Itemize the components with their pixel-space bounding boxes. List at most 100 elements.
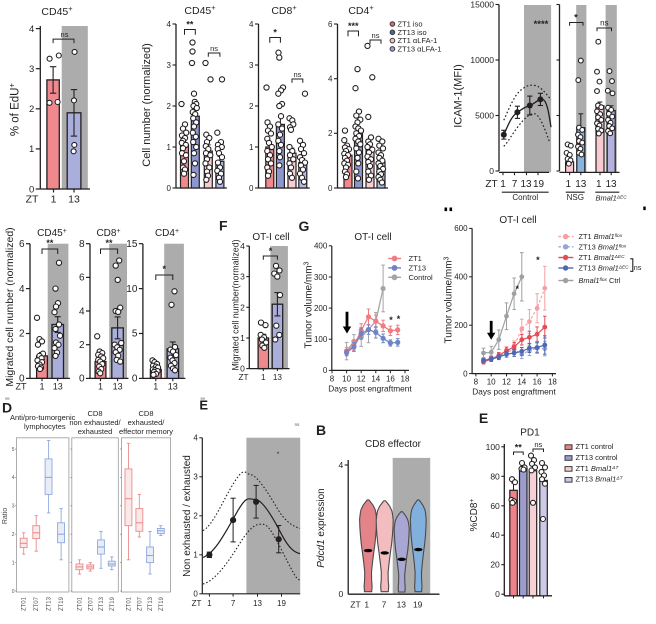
svg-text:ZT1 αLFA-1: ZT1 αLFA-1 — [398, 36, 438, 45]
svg-text:B: B — [316, 422, 326, 438]
svg-text:14: 14 — [371, 375, 380, 384]
svg-text:ZT13 iso: ZT13 iso — [398, 28, 427, 37]
svg-text:ns: ns — [534, 440, 542, 449]
svg-text:*: * — [574, 13, 578, 24]
svg-text:Migrated cell number (normaliz: Migrated cell number (normalized) — [4, 227, 16, 386]
svg-text:8: 8 — [474, 378, 479, 387]
svg-text:Pdcd1 expression: Pdcd1 expression — [316, 488, 327, 568]
svg-text:CD8: CD8 — [87, 409, 102, 418]
svg-text:ZT: ZT — [350, 600, 360, 610]
svg-text:CD45+: CD45+ — [41, 4, 72, 19]
svg-text:3: 3 — [249, 61, 254, 70]
svg-text:2: 2 — [193, 512, 198, 521]
svg-text:19: 19 — [413, 600, 423, 610]
svg-text:12: 12 — [502, 378, 511, 387]
svg-text:Non exhausted / exhausted: Non exhausted / exhausted — [182, 455, 193, 577]
svg-text:1: 1 — [240, 333, 245, 343]
svg-text:13: 13 — [397, 600, 407, 610]
svg-text:**: ** — [515, 443, 523, 453]
svg-text:CD8+: CD8+ — [271, 3, 296, 18]
svg-text:D: D — [2, 400, 12, 416]
svg-text:7: 7 — [512, 179, 518, 190]
svg-text:13: 13 — [253, 599, 262, 608]
svg-text:ZT13 Bmal1ΔT: ZT13 Bmal1ΔT — [576, 475, 624, 484]
svg-text:2: 2 — [328, 129, 333, 138]
svg-text:12: 12 — [357, 375, 366, 384]
svg-text:*: * — [269, 246, 273, 256]
svg-text:10: 10 — [487, 378, 496, 387]
svg-text:13: 13 — [575, 179, 587, 190]
svg-text:ns: ns — [600, 19, 608, 28]
svg-text:ZT: ZT — [238, 373, 248, 382]
svg-text:ZT13 αLFA-1: ZT13 αLFA-1 — [398, 45, 442, 54]
svg-text:Tumor volume/mm3: Tumor volume/mm3 — [443, 256, 455, 343]
svg-text:80: 80 — [490, 471, 500, 481]
svg-text:0: 0 — [240, 364, 245, 374]
svg-text:Migrated cell number(normalize: Migrated cell number(normalized) — [231, 239, 241, 370]
svg-text:CD4+: CD4+ — [348, 3, 373, 18]
svg-text:0: 0 — [249, 184, 254, 193]
svg-text:ZT19: ZT19 — [59, 596, 65, 611]
svg-text:ZT: ZT — [26, 194, 39, 206]
svg-text:CD4+: CD4+ — [155, 228, 179, 240]
svg-text:0: 0 — [463, 369, 468, 378]
svg-text:7: 7 — [231, 599, 236, 608]
svg-text:2: 2 — [167, 102, 172, 111]
svg-text:10: 10 — [342, 375, 351, 384]
svg-text:0: 0 — [167, 184, 172, 193]
svg-text:13: 13 — [53, 382, 63, 392]
svg-text:1: 1 — [12, 560, 15, 566]
svg-text:ZT1 Bmal1ΔEC: ZT1 Bmal1ΔEC — [579, 253, 626, 262]
svg-text:4: 4 — [79, 306, 85, 317]
svg-text:ns: ns — [372, 31, 380, 40]
svg-text:ZT01: ZT01 — [78, 596, 84, 611]
svg-text:8: 8 — [79, 239, 85, 250]
svg-text:4: 4 — [249, 20, 254, 29]
svg-text:Control: Control — [409, 273, 434, 282]
svg-text:non exhausted/: non exhausted/ — [69, 418, 121, 427]
svg-text:E: E — [479, 410, 488, 426]
svg-text:*: * — [277, 451, 280, 458]
svg-text:NSG: NSG — [567, 193, 584, 202]
svg-text:Anti/pro-tumorgenic: Anti/pro-tumorgenic — [10, 413, 76, 422]
svg-text:ZT13 Bmal1flox: ZT13 Bmal1flox — [579, 242, 627, 251]
svg-text:2: 2 — [29, 104, 34, 115]
svg-text:Control: Control — [512, 193, 538, 202]
svg-text:400: 400 — [314, 242, 328, 251]
svg-text:G: G — [299, 218, 310, 234]
svg-text:1: 1 — [153, 382, 158, 392]
svg-text:5: 5 — [12, 447, 15, 453]
svg-text:ZT13: ZT13 — [409, 264, 427, 273]
svg-text:exhausted: exhausted — [78, 427, 113, 436]
svg-text:ZT13: ZT13 — [148, 596, 154, 611]
svg-text:0: 0 — [132, 374, 138, 385]
svg-text:0: 0 — [489, 166, 494, 176]
svg-text:13: 13 — [168, 382, 178, 392]
svg-text:ns: ns — [210, 44, 218, 53]
svg-text:*: * — [273, 27, 277, 37]
svg-text:Days post engraftment: Days post engraftment — [328, 384, 412, 394]
svg-text:ZT07: ZT07 — [34, 596, 40, 611]
svg-text:CD8+: CD8+ — [96, 228, 120, 240]
svg-text:Tumor volume/mm3: Tumor volume/mm3 — [303, 261, 315, 348]
svg-text:0: 0 — [29, 184, 34, 195]
svg-text:ZT13: ZT13 — [99, 596, 105, 611]
svg-text:4: 4 — [328, 74, 333, 83]
svg-text:ZT13 Bmal1ΔEC: ZT13 Bmal1ΔEC — [579, 264, 630, 273]
svg-text:Bmal1ΔEC: Bmal1ΔEC — [596, 194, 628, 203]
svg-text:1: 1 — [29, 144, 34, 155]
svg-text:Days post engraftment: Days post engraftment — [472, 387, 556, 397]
svg-text:*: * — [389, 315, 393, 325]
svg-text:*: * — [515, 284, 519, 294]
svg-text:1: 1 — [193, 551, 198, 560]
svg-text:4: 4 — [167, 20, 172, 29]
svg-text:4: 4 — [240, 241, 245, 251]
svg-text:3: 3 — [193, 473, 198, 482]
svg-text:ZT07: ZT07 — [137, 596, 143, 611]
svg-text:8: 8 — [330, 375, 335, 384]
svg-text:**: ** — [186, 19, 194, 29]
svg-text:0: 0 — [323, 366, 328, 375]
svg-text:ZT: ZT — [16, 382, 27, 392]
svg-text:3: 3 — [29, 64, 34, 75]
svg-text:1: 1 — [167, 143, 172, 152]
